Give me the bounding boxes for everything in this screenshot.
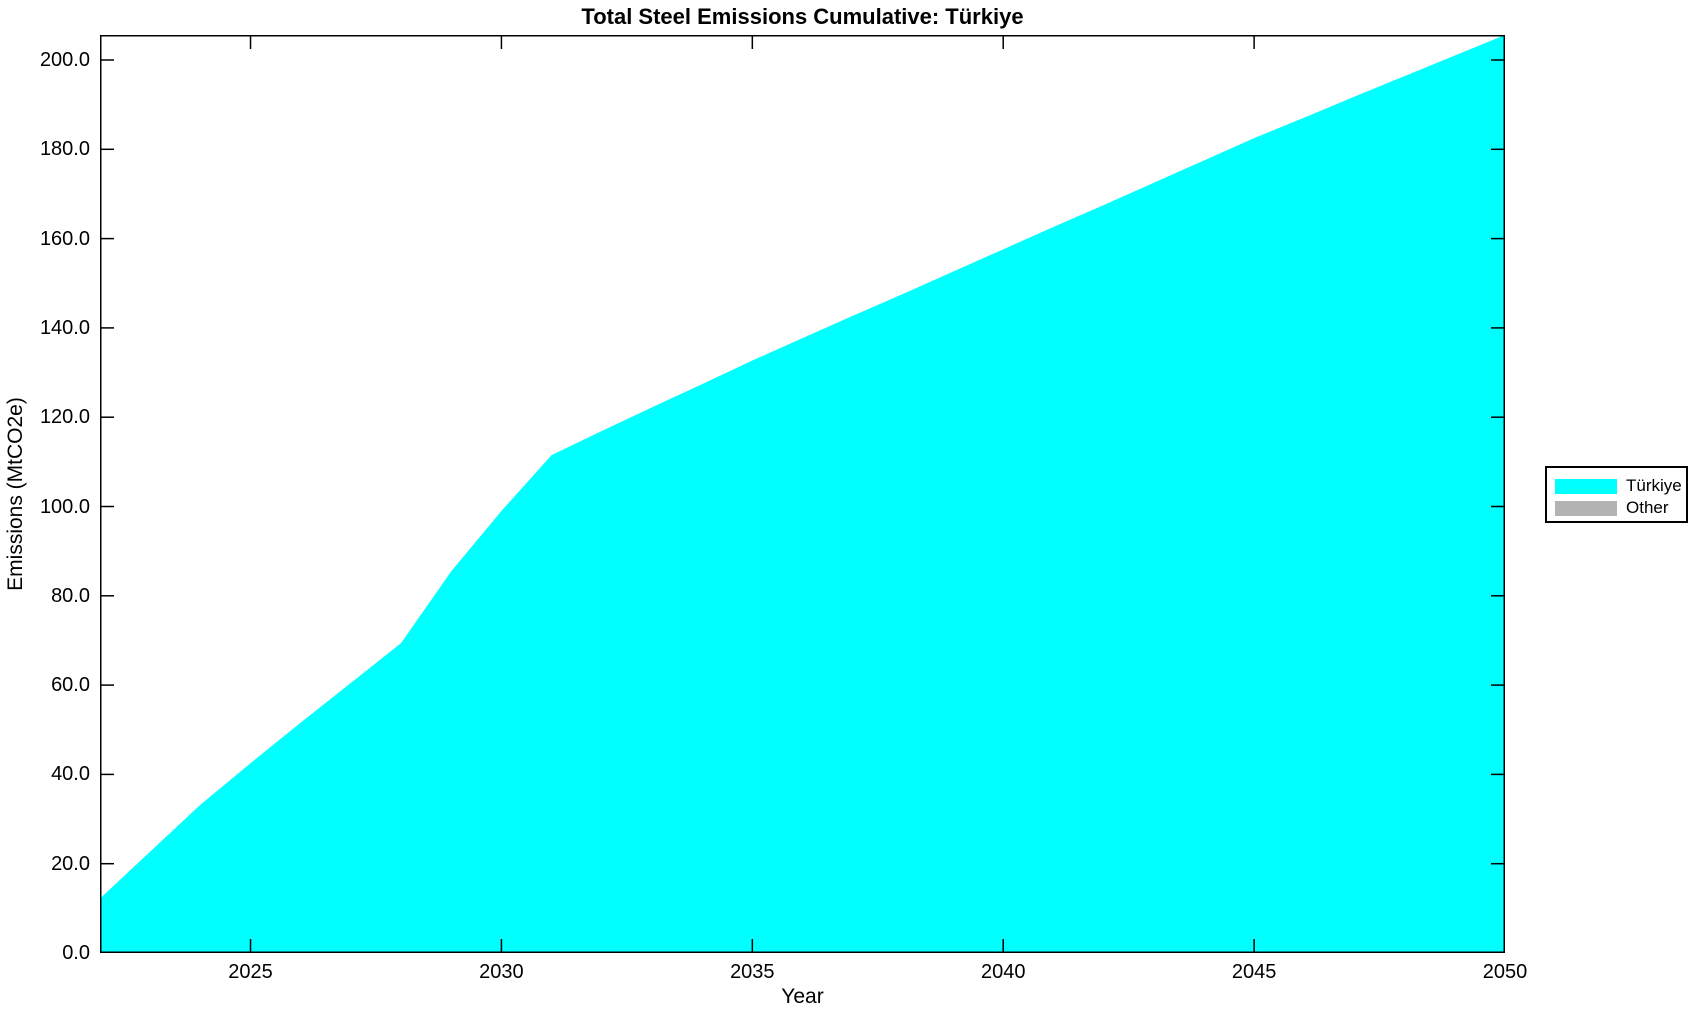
legend-item-turkiye: Türkiye [1555, 475, 1686, 497]
y-tick-label: 40.0 [51, 763, 90, 786]
legend-swatch-turkiye [1555, 478, 1617, 494]
legend: Türkiye Other [1545, 466, 1688, 523]
y-tick-label: 60.0 [51, 674, 90, 697]
axes-border [100, 35, 1505, 953]
legend-swatch-other [1555, 500, 1617, 516]
x-tick-label: 2035 [730, 961, 775, 983]
y-tick-label: 20.0 [51, 852, 90, 875]
x-tick-label: 2050 [1482, 961, 1528, 983]
legend-label-turkiye: Türkiye [1626, 476, 1682, 495]
y-tick-label: 200.0 [39, 49, 90, 71]
y-tick-label: 120.0 [39, 406, 90, 429]
x-tick-label: 2045 [1231, 961, 1277, 983]
y-tick-label: 180.0 [39, 138, 90, 161]
y-tick-label: 140.0 [39, 316, 90, 339]
x-tick-label: 2030 [479, 961, 524, 983]
x-tick-label: 2040 [980, 961, 1026, 983]
x-axis-label: Year [781, 985, 824, 1008]
y-tick-label: 100.0 [39, 495, 90, 518]
y-tick-label: 80.0 [51, 584, 90, 607]
plot-area [100, 35, 1505, 953]
chart-title: Total Steel Emissions Cumulative: Türkiy… [581, 4, 1024, 29]
area-series-türkiye [100, 35, 1505, 953]
x-tick-label: 2025 [228, 961, 273, 983]
legend-item-other: Other [1555, 497, 1686, 519]
y-tick-label: 0.0 [62, 942, 90, 964]
y-tick-label: 160.0 [39, 227, 90, 250]
legend-label-other: Other [1626, 498, 1669, 517]
